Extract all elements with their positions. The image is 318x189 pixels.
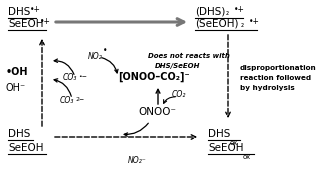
Text: •+: •+ (30, 5, 41, 14)
Text: ox: ox (230, 140, 238, 146)
FancyArrowPatch shape (54, 79, 71, 96)
Text: •+: •+ (234, 5, 245, 14)
Text: NO₂: NO₂ (88, 52, 103, 61)
FancyArrowPatch shape (55, 135, 196, 139)
Text: ONOO⁻: ONOO⁻ (138, 107, 176, 117)
Text: NO₂⁻: NO₂⁻ (128, 156, 147, 165)
Text: DHS: DHS (8, 129, 31, 139)
Text: •: • (103, 46, 107, 55)
Text: ₂: ₂ (241, 20, 244, 29)
Text: Does not reacts with: Does not reacts with (148, 53, 230, 59)
FancyArrowPatch shape (156, 89, 160, 104)
FancyArrowPatch shape (56, 19, 184, 25)
Text: disproportionation: disproportionation (240, 65, 317, 71)
Text: •+: •+ (249, 17, 260, 26)
Text: by hydrolysis: by hydrolysis (240, 85, 295, 91)
Text: (DHS): (DHS) (195, 7, 225, 17)
Text: SeEOH: SeEOH (8, 19, 44, 29)
Text: reaction followed: reaction followed (240, 75, 311, 81)
FancyArrowPatch shape (102, 58, 118, 73)
Text: [ONOO–CO₂]⁻: [ONOO–CO₂]⁻ (118, 72, 190, 82)
Text: 2−: 2− (75, 97, 84, 102)
Text: CO₃: CO₃ (63, 73, 77, 82)
Text: OH⁻: OH⁻ (6, 83, 26, 93)
Text: CO₂: CO₂ (172, 90, 186, 99)
FancyArrowPatch shape (124, 123, 148, 136)
FancyArrowPatch shape (226, 35, 230, 117)
FancyArrowPatch shape (164, 97, 175, 103)
FancyArrowPatch shape (54, 59, 74, 74)
Text: (SeEOH): (SeEOH) (195, 19, 238, 29)
Text: ₂: ₂ (226, 8, 229, 17)
Text: SeEOH: SeEOH (208, 143, 244, 153)
Text: DHS: DHS (8, 7, 31, 17)
Text: DHS: DHS (208, 129, 230, 139)
Text: CO₃: CO₃ (60, 96, 74, 105)
Text: •+: •+ (40, 17, 51, 26)
Text: SeEOH: SeEOH (8, 143, 44, 153)
Text: •OH: •OH (6, 67, 29, 77)
FancyArrowPatch shape (40, 40, 44, 126)
Text: ox: ox (243, 154, 251, 160)
Text: DHS/SeEOH: DHS/SeEOH (155, 63, 201, 69)
Text: •−: •− (78, 74, 87, 79)
